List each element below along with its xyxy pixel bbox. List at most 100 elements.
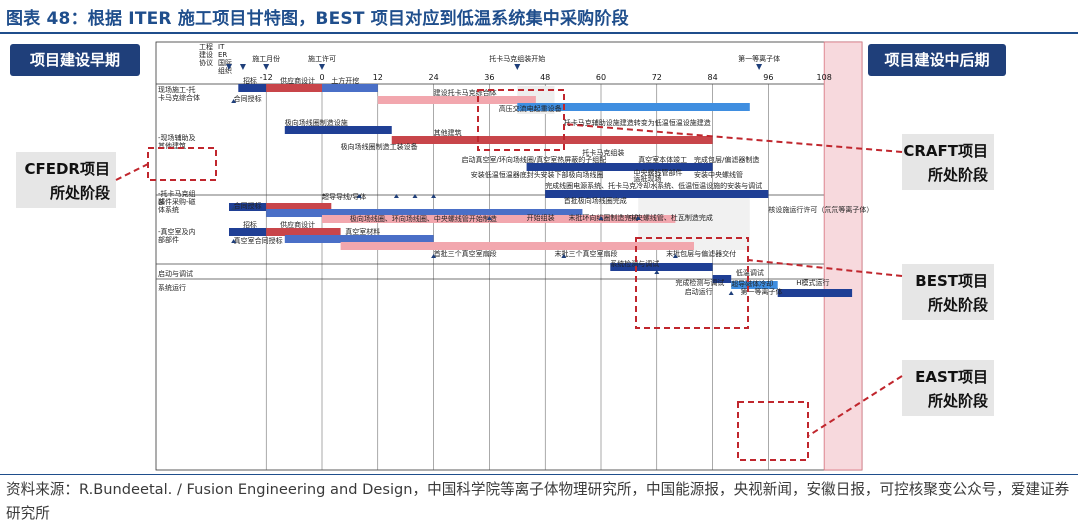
chart-bars [229, 84, 853, 297]
top-header-0-1: 建设 [199, 50, 213, 59]
top-milestone-label-2: 托卡马克组装开始 [489, 54, 545, 63]
top-header-0-0: 工程 [199, 42, 213, 51]
top-milestone-label-0: 施工月份 [252, 54, 280, 63]
title-rule [0, 32, 1078, 34]
callout-line2-0: 所处阶段 [50, 184, 110, 202]
gantt-bar-13 [229, 228, 267, 236]
top-milestone-label-1: 施工许可 [308, 54, 336, 63]
gantt-bar-0 [238, 84, 267, 92]
event-marker-11 [561, 254, 567, 258]
annotation-24: 极向场线圈、环向场线圈、中央螺线管开始制造 [350, 214, 497, 223]
event-marker-1 [356, 194, 362, 198]
event-marker-0 [231, 99, 237, 103]
top-header-1-2: 国际 [218, 58, 232, 67]
annotation-2: 土方开挖 [331, 76, 359, 85]
x-tick-6: 60 [596, 73, 606, 82]
x-tick-9: 96 [763, 73, 773, 82]
callout-box-3 [902, 360, 994, 416]
top-milestone-marker-3 [756, 64, 763, 70]
section-label-3-0: 部件采购-磁 [158, 197, 196, 206]
annotation-32: 首批三个真空室扇段 [434, 249, 497, 258]
gantt-bar-6 [391, 136, 713, 144]
event-marker-10 [431, 254, 437, 258]
section-label-2-0: -托卡马克组 [158, 189, 196, 198]
gantt-bar-10 [266, 203, 332, 211]
annotation-13: 完成包层/偏滤器制造 [694, 155, 759, 164]
annotation-40: 启动运行 [685, 287, 713, 296]
annotation-29: 供应商设计 [280, 220, 315, 229]
callout-dash-box-2 [635, 237, 749, 329]
top-extra-marker-0 [226, 64, 232, 70]
event-marker-14 [728, 291, 734, 295]
phase-box-0 [10, 44, 140, 76]
event-marker-3 [412, 194, 418, 198]
top-milestone-marker-2 [514, 64, 521, 70]
annotation-36: 低温调试 [736, 268, 764, 277]
annotation-8: 其他建筑 [434, 128, 462, 137]
callout-line2-2: 所处阶段 [928, 296, 988, 314]
callout-dash-box-0 [147, 147, 217, 181]
gantt-bar-4 [517, 103, 750, 111]
annotation-21: 首批极向场线圈完成 [564, 196, 627, 205]
callout-box-2 [902, 264, 994, 320]
annotation-33: 末批三个真空室扇段 [555, 249, 618, 258]
annotation-39: H模式运行 [796, 278, 829, 287]
gantt-bar-18 [712, 275, 732, 283]
operation-zone-shade [823, 41, 863, 471]
annotation-0: 招标 [243, 76, 257, 85]
annotation-10: 托卡马克组装 [582, 148, 624, 157]
annotation-23: 核设施运行许可（氘氘等离子体） [768, 205, 873, 214]
chart-annotations: 招标 供应商设计 土方开挖合同授标建设托卡马克综合体高压交流电起重设备极向场线圈制造… [231, 76, 873, 296]
source-note: 资料来源：R.Bundeetal. / Fusion Engineering a… [6, 481, 1070, 522]
event-marker-5 [486, 216, 492, 220]
annotation-28: 招标 [243, 220, 257, 229]
x-tick-5: 48 [540, 73, 550, 82]
phase-label-1: 项目建设中后期 [884, 51, 989, 69]
section-label-5-0: 启动与调试 [158, 269, 193, 278]
x-tick-10: 108 [817, 73, 832, 82]
annotation-9: 极向场线圈制造工装设备 [341, 142, 418, 151]
x-tick-7: 72 [652, 73, 662, 82]
annotation-7: 托卡马克辅助设施建造转变为低温恒温设施建造 [564, 118, 711, 127]
annotation-6: 极向场线圈制造设施 [285, 118, 348, 127]
annotation-18: 安装中央螺线管 [694, 170, 743, 179]
x-tick-0: -12 [260, 73, 273, 82]
gantt-bar-14 [266, 228, 341, 236]
top-milestone-label-3: 第一等离子体 [738, 54, 780, 63]
annotation-4: 建设托卡马克综合体 [434, 88, 497, 97]
gantt-bar-20 [777, 289, 853, 297]
annotation-25: 开始组装 [527, 213, 555, 222]
gantt-bar-5 [284, 126, 392, 134]
phase-label-0: 项目建设早期 [30, 51, 120, 69]
annotation-34: 末批包层与偏滤器交付 [666, 249, 736, 258]
chart-ticks: -12 0 12 24 36 48 60 72 84 96 108 [260, 73, 832, 82]
annotation-41: 第一等离子体 [741, 287, 783, 296]
callout-leader-3 [807, 375, 903, 437]
annotation-27: 中央螺线管、杜瓦制造完成 [629, 213, 713, 222]
gantt-bar-8 [545, 190, 769, 198]
section-label-1-1: 其他建筑 [158, 141, 186, 150]
event-marker-12 [672, 254, 678, 258]
gantt-bar-7 [526, 163, 713, 171]
annotation-37: 完成检测与调试 [675, 278, 724, 287]
callout-dash-box-1 [477, 89, 565, 151]
callout-line1-3: EAST项目 [915, 368, 988, 386]
section-label-4-1: 部部件 [158, 235, 179, 244]
chart-callouts: 项目建设早期 项目建设中后期CFEDR项目所处阶段CRAFT项目所处阶段BEST项… [10, 44, 1006, 461]
annotation-15: 安装下部极向场线圈 [541, 170, 604, 179]
annotation-20: 超导导线/导体 [322, 192, 366, 201]
gantt-bar-17 [610, 263, 713, 271]
annotation-11: 启动真空室/环向场线圈/真空室热屏蔽的子组配 [462, 155, 607, 164]
gantt-bar-11 [266, 209, 583, 217]
callout-line1-2: BEST项目 [915, 272, 988, 290]
callout-dash-box-3 [737, 401, 809, 461]
section-label-2-1: 装 [158, 197, 165, 206]
gantt-bar-19 [731, 281, 778, 289]
annotation-22: 合同授标 [234, 201, 262, 210]
top-extra-marker-1 [239, 64, 246, 70]
annotation-12: 真空室本体竣工 [638, 155, 687, 164]
phase-box-1 [868, 44, 1006, 76]
